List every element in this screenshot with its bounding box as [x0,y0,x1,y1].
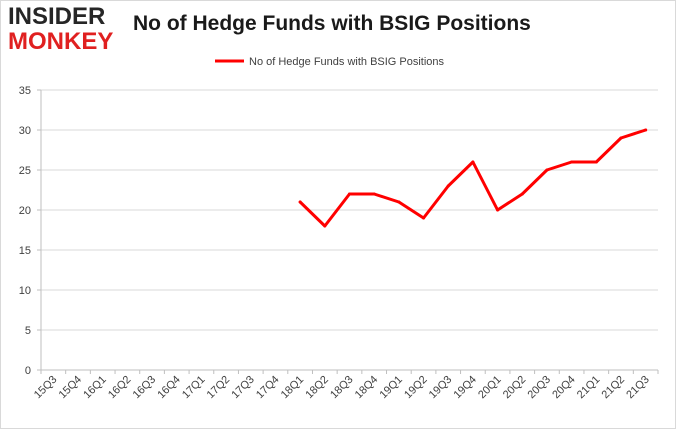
data-point [348,192,351,196]
x-tick-label: 17Q3 [229,374,257,402]
x-tick-label: 21Q3 [624,374,652,402]
x-tick-label: 20Q1 [476,374,504,402]
insider-monkey-logo: INSIDER MONKEY [8,4,128,56]
series-line [298,128,648,228]
y-tick-label: 20 [19,205,31,217]
data-point [298,200,302,204]
data-point [594,160,598,164]
data-point [496,208,500,212]
data-point [422,216,426,220]
x-tick-label: 19Q3 [427,374,455,402]
x-tick-label: 21Q1 [575,374,603,402]
y-tick-label: 25 [19,165,31,177]
y-tick-label: 30 [19,125,31,137]
y-tick-label: 15 [19,245,31,257]
data-point [520,192,524,196]
x-tick-label: 21Q2 [600,374,628,402]
logo-line-1: INSIDER [8,3,106,30]
data-point [323,224,327,228]
data-point [644,128,648,132]
data-point [446,184,450,188]
x-tick-label: 20Q2 [501,374,529,402]
y-tick-labels: 0 5 10 15 20 25 30 35 [19,85,31,377]
data-point [397,200,401,204]
x-tick-label: 18Q3 [328,374,356,402]
series-lines [298,128,648,228]
x-tick-label: 17Q1 [180,374,208,402]
logo-line-2: MONKEY [8,28,114,55]
legend-label: No of Hedge Funds with BSIG Positions [249,56,445,68]
x-tick-label: 15Q4 [57,374,85,402]
data-point [619,136,623,140]
x-tick-label: 20Q4 [550,374,578,402]
data-point [545,168,549,172]
x-tick-label: 16Q1 [81,374,109,402]
chart-title: No of Hedge Funds with BSIG Positions [133,12,531,35]
x-tick-label: 15Q3 [32,374,60,402]
y-tick-label: 35 [19,85,31,97]
data-point [372,192,376,196]
y-tick-label: 5 [25,325,31,337]
grid-lines [41,89,658,331]
x-tick-label: 16Q2 [106,374,134,402]
x-tick-label: 18Q4 [353,374,381,402]
x-tick-label: 20Q3 [526,374,554,402]
x-tick-label: 19Q4 [451,374,479,402]
y-tick-label: 10 [19,285,31,297]
legend: No of Hedge Funds with BSIG Positions [215,56,445,68]
axes [37,89,659,374]
x-tick-label: 18Q1 [279,374,307,402]
x-tick-label: 17Q2 [205,374,233,402]
data-point [570,160,574,164]
x-tick-label: 19Q1 [377,374,405,402]
x-tick-labels: 15Q315Q416Q116Q216Q316Q417Q117Q217Q317Q4… [32,374,652,402]
x-tick-label: 16Q3 [131,374,159,402]
data-point [471,160,475,164]
x-tick-label: 16Q4 [155,374,183,402]
x-tick-label: 17Q4 [254,374,282,402]
y-tick-label: 0 [25,365,31,377]
x-tick-label: 19Q2 [402,374,430,402]
x-tick-label: 18Q2 [303,374,331,402]
